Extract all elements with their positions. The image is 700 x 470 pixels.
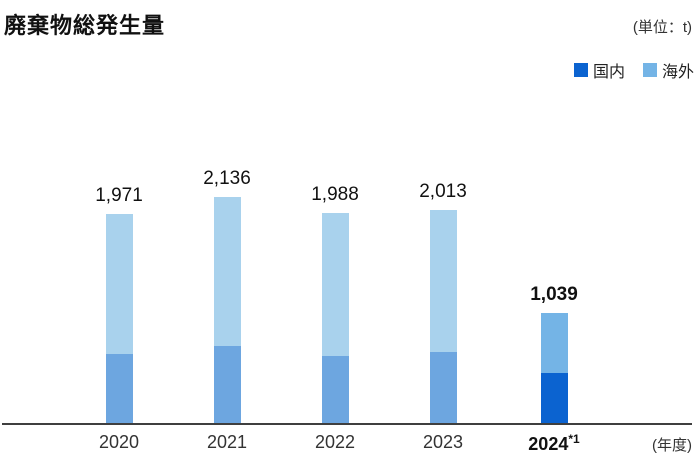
value-label-2022: 1,988 <box>311 184 359 205</box>
legend-label-overseas: 海外 <box>661 64 694 81</box>
year-label-2020: 2020 <box>98 432 140 452</box>
year-label-2021: 2021 <box>206 432 248 452</box>
value-label-2023: 2,013 <box>419 181 467 202</box>
footnote-marker: *1 <box>568 432 580 446</box>
legend-item-overseas: 海外 <box>642 58 694 82</box>
bar-segment-domestic-2022 <box>321 356 349 423</box>
bar-2021 <box>213 197 241 423</box>
bar-segment-domestic-2021 <box>213 346 241 423</box>
year-label-2024: 2024*1 <box>528 432 580 454</box>
x-axis-unit-label: (年度) <box>652 437 692 454</box>
year-label-2022: 2022 <box>314 432 356 452</box>
bar-segment-domestic-2020 <box>105 354 133 423</box>
unit-label: (単位：t) <box>632 19 692 36</box>
bar-segment-domestic-2024 <box>540 373 568 423</box>
page-title: 廃棄物総発生量 <box>4 13 166 38</box>
legend-item-domestic: 国内 <box>573 58 625 82</box>
x-axis-line <box>2 423 692 425</box>
bar-2020 <box>105 214 133 423</box>
year-label-2023: 2023 <box>422 432 464 452</box>
bar-2024 <box>540 313 568 423</box>
legend-swatch-overseas-icon <box>642 63 657 77</box>
legend-label-domestic: 国内 <box>592 64 625 81</box>
bar-2023 <box>429 210 457 423</box>
chart-legend: 国内 海外 <box>573 58 694 82</box>
value-label-2024: 1,039 <box>530 284 578 305</box>
bar-segment-domestic-2023 <box>429 352 457 423</box>
legend-swatch-domestic-icon <box>573 63 588 77</box>
bar-2022 <box>321 213 349 423</box>
value-label-2020: 1,971 <box>95 185 143 206</box>
value-label-2021: 2,136 <box>203 168 251 189</box>
